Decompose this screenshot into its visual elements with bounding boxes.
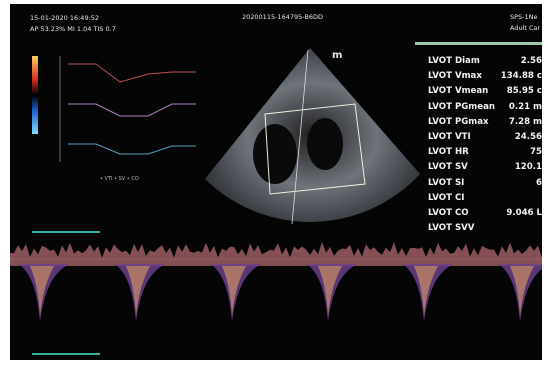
measurement-value: 9.046 L <box>506 208 542 218</box>
doppler-spectrum <box>10 242 542 322</box>
measurement-value: 120.1 <box>515 162 542 172</box>
measurement-label: LVOT Vmax <box>428 71 482 81</box>
measurement-row: LVOT PGmean 0.21 m <box>428 102 542 117</box>
measurement-row: LVOT Vmax 134.88 c <box>428 71 542 86</box>
measurement-value: 7.28 m <box>509 117 542 127</box>
panel-divider <box>415 42 542 45</box>
measurement-label: LVOT VTI <box>428 132 471 142</box>
chamber <box>253 124 297 184</box>
preset: Adult Car <box>510 24 540 32</box>
study-id: 20200115-164795-B6DD <box>242 13 323 21</box>
measurement-row: LVOT HR 75 <box>428 147 542 162</box>
measurement-row: LVOT Diam 2.56 <box>428 56 542 71</box>
measurement-row: LVOT CO 9.046 L <box>428 208 542 223</box>
measurement-row: LVOT Vmean 85.95 c <box>428 86 542 101</box>
measurement-value: 134.88 c <box>501 71 542 81</box>
measurement-row: LVOT CI <box>428 193 542 208</box>
acoustic-params: AP 53.23% MI 1.04 TIS 0.7 <box>30 25 116 33</box>
measurement-row: LVOT SI 6 <box>428 178 542 193</box>
measurement-label: LVOT SVV <box>428 223 474 233</box>
measurement-row: LVOT SVV <box>428 223 542 238</box>
measurement-label: LVOT Diam <box>428 56 480 66</box>
measurement-value: 24.56 <box>515 132 542 142</box>
trend-chart <box>60 56 196 162</box>
ultrasound-screen: 15-01-2020 16:49:52 AP 53.23% MI 1.04 TI… <box>10 4 542 360</box>
measurement-row: LVOT SV 120.1 <box>428 162 542 177</box>
trend-legend: • VTI • SV • CO <box>100 176 139 182</box>
chamber <box>307 118 343 170</box>
measurement-label: LVOT Vmean <box>428 86 488 96</box>
measurement-label: LVOT CO <box>428 208 469 218</box>
measurement-value: 0.21 m <box>509 102 542 112</box>
measurement-value: 2.56 <box>521 56 542 66</box>
measurement-row: LVOT PGmax 7.28 m <box>428 117 542 132</box>
measurement-panel: LVOT Diam 2.56 LVOT Vmax 134.88 c LVOT Vmean… <box>428 56 542 238</box>
measurement-value: 6 <box>536 178 542 188</box>
measurement-label: LVOT SV <box>428 162 468 172</box>
measurement-label: LVOT HR <box>428 147 469 157</box>
measurement-value: 75 <box>530 147 542 157</box>
date-time: 15-01-2020 16:49:52 <box>30 14 99 22</box>
measurement-label: LVOT SI <box>428 178 464 188</box>
measurement-label: LVOT CI <box>428 193 464 203</box>
color-bar <box>32 56 38 134</box>
page: {"header": {"date_time": "15-01-2020 16:… <box>0 0 548 366</box>
measurement-label: LVOT PGmax <box>428 117 489 127</box>
probe: SPS-1Ne <box>510 13 538 21</box>
sector-marker: m <box>332 50 342 61</box>
measurement-label: LVOT PGmean <box>428 102 495 112</box>
measurement-value: 85.95 c <box>507 86 542 96</box>
measurement-row: LVOT VTI 24.56 <box>428 132 542 147</box>
doppler-envelope <box>10 242 542 266</box>
